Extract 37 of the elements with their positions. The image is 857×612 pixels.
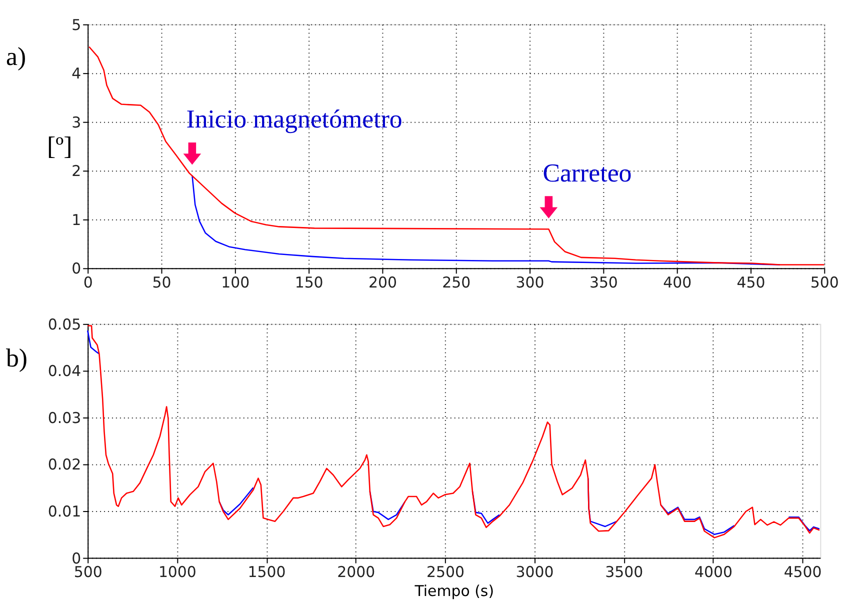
x-tick-label: 4500 (784, 563, 822, 582)
x-tick-label: 3000 (516, 563, 554, 582)
x-tick-label: 300 (516, 274, 544, 292)
x-tick-label: 2000 (337, 563, 376, 582)
x-tick-label: 0 (83, 274, 93, 292)
x-tick-label: 50 (152, 274, 172, 292)
x-tick-label: 100 (221, 274, 250, 292)
x-tick-label: 1000 (158, 563, 196, 582)
text: b) (6, 344, 28, 373)
y-tick-label: 0.04 (48, 362, 82, 380)
x-tick-label: 4000 (694, 563, 732, 582)
x-tick-label: 250 (442, 274, 471, 292)
y-tick-label: 4 (72, 64, 82, 83)
x-tick-label: 400 (663, 274, 692, 292)
x-tick-label: 350 (589, 274, 618, 292)
y-tick-label: 0.05 (48, 315, 82, 334)
x-tick-label: 2500 (426, 563, 464, 582)
y-tick-label: 1 (72, 210, 82, 229)
x-tick-label: 450 (736, 274, 766, 292)
x-tick-label: 3500 (605, 563, 644, 582)
y-tick-label: 5 (72, 16, 82, 34)
x-tick-label: 150 (294, 274, 324, 292)
y-tick-label: 0.03 (48, 408, 82, 427)
y-tick-label: 0 (72, 260, 82, 278)
x-tick-label: 500 (810, 274, 839, 292)
x-tick-label: 1500 (248, 563, 286, 582)
x-axis-title: Tiempo (s) (414, 582, 494, 600)
text: a) (6, 42, 26, 72)
y-tick-label: 3 (72, 113, 82, 132)
y-tick-label: 2 (72, 162, 82, 180)
line-series (88, 46, 825, 266)
y-axis-title: [º] (47, 132, 72, 161)
y-tick-label: 0.02 (48, 456, 82, 474)
annotation: Inicio magnetómetro (186, 104, 402, 134)
annotation: Carreteo (542, 158, 632, 188)
y-tick-label: 0.01 (48, 502, 82, 521)
x-tick-label: 200 (368, 274, 397, 292)
